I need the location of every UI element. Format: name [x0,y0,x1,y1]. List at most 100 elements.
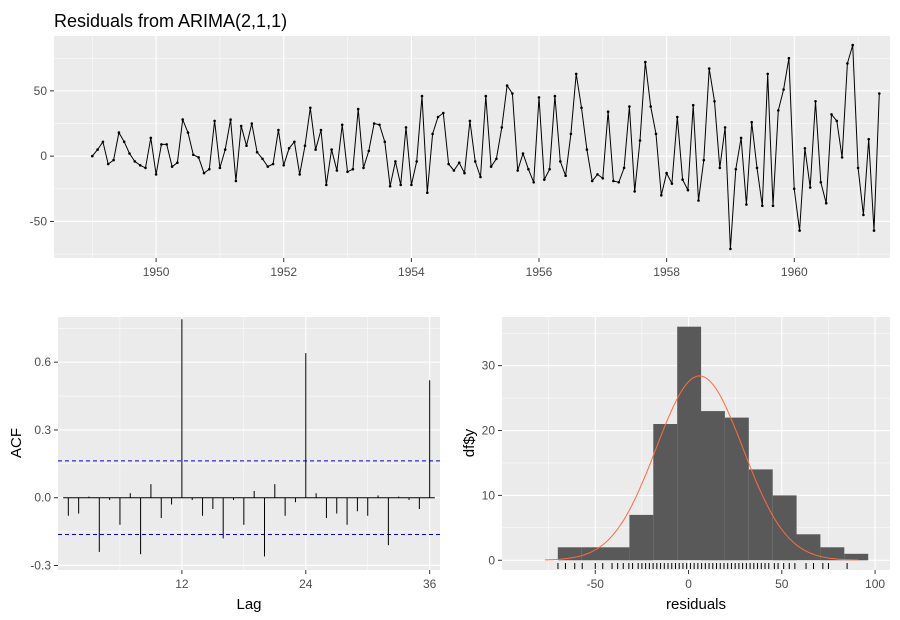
residual-point [309,106,312,110]
residual-point [144,166,147,170]
residual-point [452,169,456,172]
residual-point [761,204,764,208]
residual-point [436,115,440,119]
residual-point [112,158,115,162]
residual-point [287,147,291,150]
residual-point [404,126,408,129]
normal-density-curve [544,375,859,561]
residual-point [527,167,530,171]
residual-point [867,137,870,141]
residual-point [186,131,190,134]
residual-point [792,187,796,191]
histogram-y-tick-label: 0 [488,553,495,567]
residual-point [612,179,615,183]
residual-point [787,56,791,60]
residual-point [394,160,397,163]
residual-point [314,148,317,151]
residual-point [255,150,259,154]
acf-x-tick-label: 36 [423,577,437,591]
residual-point [665,171,668,175]
residual-point [617,181,621,184]
residual-point [372,122,376,125]
residual-point [516,169,519,172]
residual-point [473,160,477,163]
residual-point [192,153,195,157]
residual-point [176,161,179,164]
residual-point [702,158,706,162]
normal-density-line [544,375,859,561]
residuals-x-tick-label: 1958 [653,265,680,279]
residual-point [590,179,594,183]
acf-y-tick-label: -0.3 [30,558,51,572]
residual-point [463,171,466,175]
residual-point [229,118,232,121]
residual-point [649,105,652,108]
residual-point [223,148,227,151]
residual-point [862,213,865,217]
histogram-x-axis-title: residuals [666,596,726,613]
residual-point [686,188,690,192]
residual-point [835,119,839,123]
acf-x-axis-title: Lag [236,596,261,613]
histogram-x-tick-label: 50 [775,577,789,591]
residual-point [723,126,727,129]
histogram-bar [581,547,606,561]
histogram-bars [557,326,869,561]
residual-point [202,171,206,175]
residual-point [691,103,695,107]
residual-point [335,169,339,172]
residual-point [250,122,254,125]
residual-point [383,140,387,144]
residual-point [824,201,828,205]
residual-point [670,182,674,185]
histogram-bar [820,547,845,561]
residual-point [638,139,642,142]
acf-y-tick-label: 0.0 [34,491,51,505]
acf-panel-background [58,317,440,570]
residual-point [644,60,647,64]
residual-point [271,162,275,166]
residual-point [484,94,488,98]
residual-point [415,160,419,163]
residual-point [521,152,525,155]
residual-point [160,143,163,146]
residual-point [96,148,99,151]
residual-point [420,94,424,98]
residual-point [505,84,509,87]
histogram-bar [629,514,654,561]
residual-point [378,123,381,127]
histogram-x-tick-label: 0 [685,577,692,591]
residual-point [771,204,775,208]
residual-point [660,194,663,197]
residual-point [596,173,599,176]
residual-point [138,164,142,167]
residual-point [755,166,759,170]
residual-point [830,113,833,116]
residual-point [367,149,371,153]
residual-point [165,143,168,146]
histogram-x-tick-label: -50 [587,577,605,591]
residual-point [654,132,658,136]
residual-point [803,147,807,150]
residual-point [601,177,605,180]
residual-point [149,136,153,140]
residual-point [399,183,403,187]
acf-lag-bars [58,319,440,557]
residual-point [777,109,780,112]
residuals-gridlines [54,36,890,258]
residuals-time-series-panel: 1950 1952 1954 1956 1958 1960 -50 0 50 [30,36,890,279]
residual-point [633,190,636,193]
residual-point [245,144,248,147]
residual-point [606,110,610,113]
residuals-y-tick-label: -50 [30,214,48,228]
residual-point [346,170,349,174]
residual-point [532,181,535,184]
acf-x-tick-label: 24 [299,577,313,591]
histogram-y-tick-label: 10 [482,488,496,502]
residual-point [356,107,360,111]
residual-point [798,229,801,232]
residual-point [218,166,222,170]
residuals-series [91,43,881,251]
residual-point [559,160,562,163]
